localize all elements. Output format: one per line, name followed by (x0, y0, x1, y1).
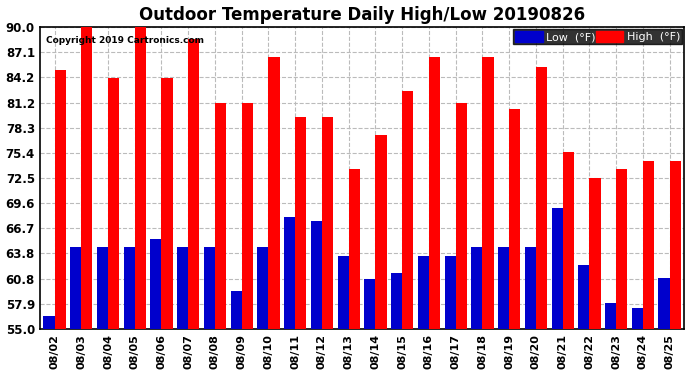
Bar (643, 160, 654, 330)
Title: Outdoor Temperature Daily High/Low 20190826: Outdoor Temperature Daily High/Low 20190… (139, 6, 585, 24)
Bar (284, 217, 295, 330)
Bar (417, 256, 429, 330)
Bar (670, 160, 681, 330)
Bar (658, 278, 670, 330)
Bar (215, 103, 226, 330)
Bar (135, 27, 146, 330)
Bar (364, 279, 375, 330)
Bar (230, 291, 241, 330)
Bar (70, 247, 81, 330)
Bar (81, 22, 92, 330)
Bar (55, 70, 66, 330)
Text: Copyright 2019 Cartronics.com: Copyright 2019 Cartronics.com (46, 36, 204, 45)
Bar (322, 117, 333, 330)
Bar (188, 39, 199, 330)
Bar (525, 247, 536, 330)
Bar (578, 264, 589, 330)
Bar (429, 57, 440, 330)
Bar (471, 247, 482, 330)
Bar (509, 109, 520, 330)
Bar (124, 247, 135, 330)
Bar (257, 247, 268, 330)
Bar (337, 256, 348, 330)
Bar (43, 316, 55, 330)
Bar (177, 247, 188, 330)
Bar (616, 170, 627, 330)
Bar (402, 92, 413, 330)
Bar (310, 221, 322, 330)
Bar (241, 103, 253, 330)
Bar (295, 117, 306, 330)
Bar (204, 247, 215, 330)
Bar (108, 78, 119, 330)
Legend: Low  (°F), High  (°F): Low (°F), High (°F) (513, 29, 682, 44)
Bar (455, 103, 467, 330)
Bar (536, 67, 547, 330)
Bar (161, 78, 172, 330)
Bar (150, 238, 161, 330)
Bar (498, 247, 509, 330)
Bar (97, 247, 108, 330)
Bar (444, 256, 455, 330)
Bar (605, 303, 616, 330)
Bar (632, 308, 643, 330)
Bar (375, 135, 386, 330)
Bar (391, 273, 402, 330)
Bar (348, 170, 360, 330)
Bar (482, 57, 494, 330)
Bar (551, 208, 563, 330)
Bar (563, 152, 574, 330)
Bar (268, 57, 279, 330)
Bar (589, 178, 601, 330)
